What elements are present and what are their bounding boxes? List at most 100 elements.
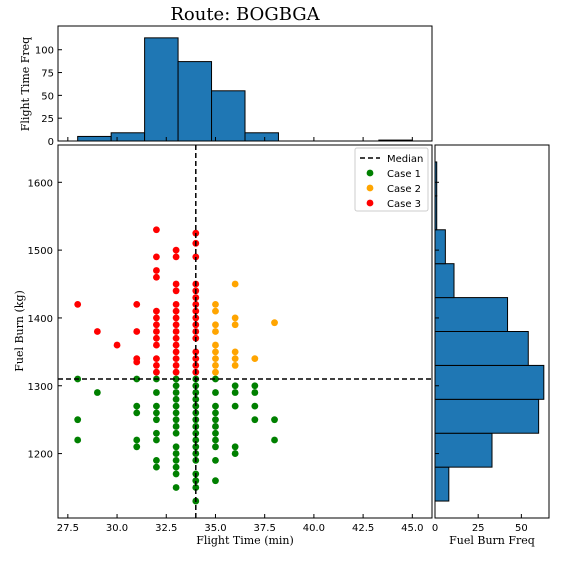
point-case-2-3 [212,328,219,335]
main-y-tick-label-0: 1200 [28,450,53,461]
point-case-1-21 [172,395,180,403]
point-case-3-41 [192,300,200,308]
top-hist-y-tick-label-4: 100 [35,46,54,57]
right-hist-bar-1 [434,432,493,468]
right-hist-x-tick-label-0: 0 [432,523,438,534]
point-case-1-59 [212,456,219,464]
point-case-2-6 [212,355,219,363]
point-case-3-16 [153,341,160,349]
main-scatter-panel: 27.5 30.0 32.5 35.0 37.5 40.0 42.5 45.0 1200 1300… [28,144,433,534]
point-case-1-70 [271,416,278,424]
top-hist-bar-2 [144,37,179,142]
right-hist-frame [434,144,550,519]
legend-label-3: Case 3 [387,199,421,210]
point-case-2-4 [212,341,219,349]
point-case-1-69 [251,416,259,424]
main-x-tick-label-5: 40.0 [303,523,325,534]
point-case-1-17 [153,463,160,471]
point-case-2-14 [231,362,239,369]
point-case-3-31 [172,348,180,356]
point-case-3-34 [172,368,180,376]
point-case-1-14 [153,429,160,437]
point-case-1-6 [133,409,141,417]
point-case-1-61 [231,382,239,390]
point-case-1-3 [93,389,101,396]
point-case-1-23 [172,409,180,417]
point-case-2-0 [212,300,219,308]
point-case-1-26 [172,429,180,437]
point-case-3-47 [192,348,200,356]
legend-label-2: Case 2 [387,184,421,195]
point-case-1-48 [192,484,200,491]
top-hist-y-tick-label-0: 0 [48,137,54,148]
point-case-1-52 [212,402,219,410]
point-case-1-10 [153,389,160,396]
top-hist-y-tick-label-2: 50 [41,91,54,102]
point-case-3-33 [172,362,180,369]
point-case-1-53 [212,409,219,417]
point-case-1-65 [231,450,239,457]
main-y-axis-label: Fuel Burn (kg) [13,290,26,372]
point-case-1-37 [192,402,200,410]
point-case-3-3 [133,300,141,308]
top-hist-bar-3 [177,61,213,142]
point-case-1-62 [231,389,239,396]
point-case-3-2 [113,341,121,349]
point-case-3-30 [172,341,180,349]
main-x-tick-label-2: 32.5 [155,523,177,534]
point-case-2-15 [251,355,259,363]
legend-swatch-3 [366,199,374,207]
main-y-tick-label-3: 1500 [28,246,53,257]
point-case-2-13 [231,355,239,363]
point-case-3-26 [172,314,180,322]
point-case-1-47 [192,477,200,485]
point-case-3-48 [192,355,200,363]
point-case-1-22 [172,402,180,410]
top-hist-bar-0 [77,135,112,142]
right-hist-bar-3 [434,364,545,400]
point-case-2-1 [212,307,219,315]
point-case-3-12 [153,314,160,322]
point-case-3-23 [172,287,180,295]
point-case-3-24 [172,300,180,308]
point-case-3-27 [172,321,180,329]
point-case-1-28 [172,450,180,457]
right-hist-x-axis-label: Fuel Burn Freq [449,534,535,547]
point-case-3-8 [153,253,160,261]
point-case-1-5 [133,402,141,410]
point-case-1-32 [172,484,180,491]
point-case-1-67 [251,389,259,396]
point-case-1-20 [172,389,180,396]
main-y-tick-label-1: 1300 [28,382,53,393]
point-case-1-42 [192,436,200,444]
point-case-3-19 [153,368,160,376]
point-case-3-0 [74,300,82,308]
point-case-3-4 [133,328,141,335]
legend-box [354,147,429,212]
point-case-1-56 [212,429,219,437]
top-hist-y-tick-label-1: 25 [41,114,54,125]
point-case-1-54 [212,416,219,424]
point-case-1-71 [271,436,278,444]
point-case-3-1 [93,328,101,335]
point-case-1-55 [212,423,219,430]
point-case-1-50 [212,375,219,383]
point-case-3-10 [153,273,160,281]
right-hist-bar-5 [434,297,509,333]
point-case-1-29 [172,456,180,464]
main-x-tick-label-4: 37.5 [254,523,276,534]
point-case-1-68 [251,402,259,410]
point-case-3-37 [192,253,200,261]
point-case-3-14 [153,328,160,335]
point-case-1-57 [212,436,219,444]
chart-title: Route: BOGBGA [170,4,320,25]
point-case-1-58 [212,443,219,451]
point-case-3-21 [172,253,180,261]
legend: Median Case 1 Case 2 Case 3 [354,147,429,212]
point-case-3-11 [153,307,160,315]
main-plot-frame [57,144,433,519]
right-hist-x-tick-label-2: 50 [515,523,528,534]
point-case-2-10 [231,314,239,322]
point-case-3-25 [172,307,180,315]
point-case-2-7 [212,362,219,369]
